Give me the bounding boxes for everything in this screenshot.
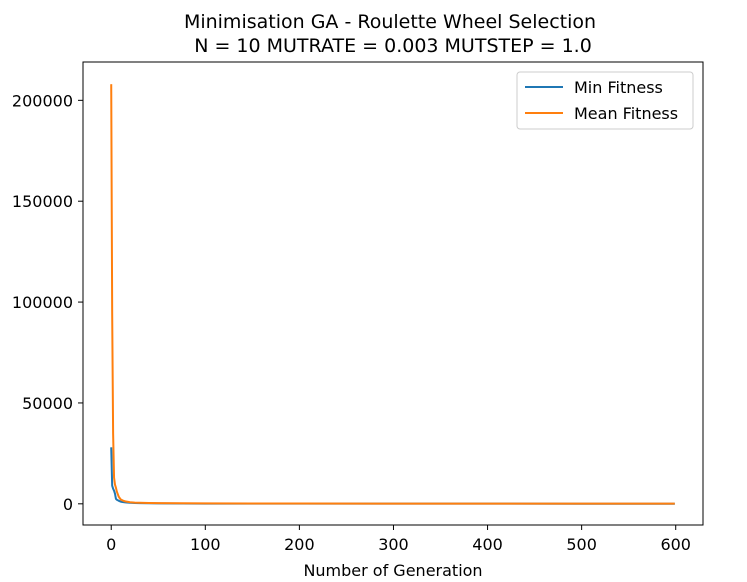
legend-label-min-fitness: Min Fitness bbox=[574, 78, 663, 97]
y-tick-label: 0 bbox=[63, 495, 73, 514]
series-line-mean-fitness bbox=[110, 84, 675, 505]
y-tick-label: 150000 bbox=[12, 192, 73, 211]
plot-lines bbox=[110, 84, 675, 505]
legend: Min Fitness Mean Fitness bbox=[516, 71, 694, 130]
chart-subtitle: N = 10 MUTRATE = 0.003 MUTSTEP = 1.0 bbox=[194, 35, 592, 57]
x-tick-label: 500 bbox=[566, 535, 597, 554]
y-tick-label: 50000 bbox=[22, 394, 73, 413]
x-tick-label: 0 bbox=[106, 535, 116, 554]
x-axis: 0 100 200 300 400 500 600 bbox=[106, 525, 691, 554]
x-axis-title: Number of Generation bbox=[303, 561, 482, 580]
legend-label-mean-fitness: Mean Fitness bbox=[574, 104, 678, 123]
x-tick-label: 600 bbox=[660, 535, 691, 554]
y-axis: 0 50000 100000 150000 200000 bbox=[12, 91, 83, 514]
y-tick-label: 100000 bbox=[12, 293, 73, 312]
x-tick-label: 200 bbox=[284, 535, 315, 554]
y-tick-label: 200000 bbox=[12, 91, 73, 110]
x-tick-label: 100 bbox=[190, 535, 221, 554]
chart-title: Minimisation GA - Roulette Wheel Selecti… bbox=[184, 11, 596, 33]
x-tick-label: 400 bbox=[472, 535, 503, 554]
x-tick-label: 300 bbox=[378, 535, 409, 554]
